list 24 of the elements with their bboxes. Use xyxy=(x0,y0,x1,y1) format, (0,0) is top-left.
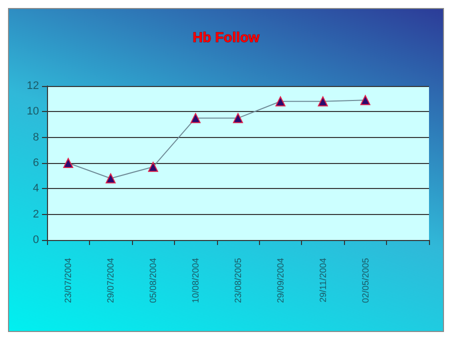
point xyxy=(148,162,158,172)
y-tick-label: 0 xyxy=(32,234,39,246)
point xyxy=(190,113,201,124)
chart-title: Hb Follow xyxy=(192,29,260,45)
y-tick-label: 8 xyxy=(32,131,39,144)
y-tick-label: 10 xyxy=(26,106,39,118)
y-tick-label: 6 xyxy=(32,157,39,169)
point xyxy=(106,173,116,184)
x-tick-label: 29/07/2004 xyxy=(106,258,116,304)
y-tick-label: 12 xyxy=(26,80,39,92)
point xyxy=(318,96,328,106)
x-tick-label: 02/05/2005 xyxy=(360,258,370,304)
x-tick-label: 05/08/2004 xyxy=(148,258,158,304)
x-tick-label: 23/08/2005 xyxy=(233,258,243,304)
point xyxy=(360,95,370,106)
x-tick-label: 29/09/2004 xyxy=(275,258,286,304)
x-tick-label: 29/11/2004 xyxy=(318,258,328,302)
point xyxy=(233,113,243,124)
x-tick-label: 23/07/2004 xyxy=(63,258,74,304)
x-tick-label: 10/08/2004 xyxy=(190,258,201,304)
point xyxy=(63,158,74,168)
point xyxy=(275,96,286,106)
y-tick-label: 4 xyxy=(32,182,39,195)
y-tick-label: 2 xyxy=(32,208,39,220)
